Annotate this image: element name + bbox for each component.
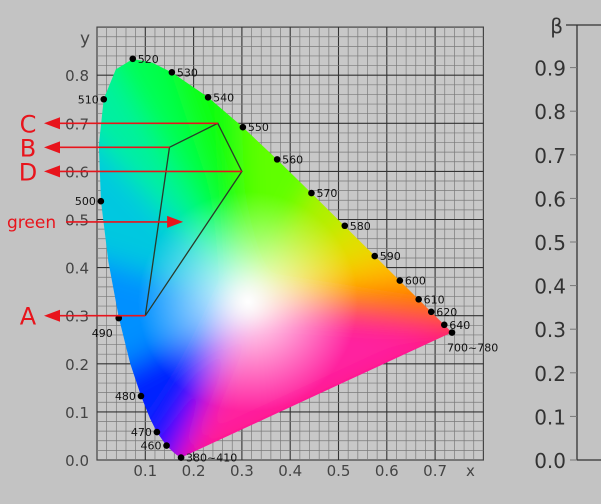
beta-tick-label: 0.0 (534, 449, 566, 473)
x-tick-label: 0.5 (327, 462, 351, 480)
x-tick-label: 0.3 (230, 462, 254, 480)
wavelength-marker (448, 329, 456, 336)
wavelength-marker (239, 123, 247, 131)
wavelength-marker (427, 308, 435, 316)
x-tick-label: 0.7 (423, 462, 447, 480)
beta-tick-label: 0.4 (534, 275, 566, 299)
arrowhead-icon (44, 117, 60, 130)
y-tick-label: 0.6 (65, 163, 89, 181)
wavelength-label: 520 (138, 53, 159, 66)
wavelength-marker (168, 69, 176, 76)
wavelength-label: 460 (141, 440, 162, 453)
wavelength-marker (308, 189, 315, 197)
wavelength-label: 540 (213, 91, 234, 104)
beta-tick-label: 0.6 (534, 187, 566, 211)
y-tick-label: 0.3 (65, 308, 89, 326)
y-tick-label: 0.5 (65, 212, 89, 230)
green-label: green (7, 213, 56, 233)
arrowhead-icon (44, 141, 60, 154)
wavelength-label: 550 (248, 121, 269, 134)
y-tick-label: 0.2 (65, 356, 89, 374)
vertex-label-B: B (20, 134, 36, 162)
wavelength-marker (273, 156, 281, 163)
beta-tick-label: 0.7 (534, 144, 566, 168)
y-tick-label: 0.1 (65, 404, 89, 422)
wavelength-marker (396, 277, 404, 284)
beta-tick-label: 0.3 (534, 318, 566, 342)
vertex-label-D: D (19, 158, 37, 186)
wavelength-marker (440, 321, 448, 329)
wavelength-marker (177, 454, 185, 461)
wavelength-label: 510 (78, 93, 99, 106)
wavelength-marker (341, 222, 349, 230)
wavelength-label: 590 (380, 250, 401, 263)
beta-tick-label: 0.8 (534, 100, 566, 124)
y-axis-label: y (80, 29, 90, 49)
x-tick-label: 0.4 (278, 462, 302, 480)
wavelength-label: 380~410 (186, 452, 237, 465)
wavelength-label: 620 (436, 306, 457, 319)
wavelength-label: 480 (115, 390, 136, 403)
wavelength-marker (204, 94, 212, 101)
y-tick-label: 0.0 (65, 452, 89, 470)
wavelength-marker (153, 428, 161, 436)
beta-tick-label: 0.9 (534, 57, 566, 81)
beta-tick-label: 0.5 (534, 231, 566, 255)
wavelength-marker (371, 252, 379, 260)
vertex-label-A: A (20, 303, 37, 331)
wavelength-label: 570 (316, 187, 337, 200)
beta-axis-label: β (550, 14, 563, 38)
x-tick-label: 0.1 (133, 462, 157, 480)
arrowhead-icon (44, 309, 60, 322)
y-tick-label: 0.8 (65, 67, 89, 85)
x-tick-label: 0.6 (375, 462, 399, 480)
y-tick-label: 0.7 (65, 115, 89, 133)
beta-tick-label: 0.2 (534, 362, 566, 386)
arrowhead-icon (44, 165, 60, 178)
wavelength-label: 640 (449, 319, 470, 332)
wavelength-marker (163, 442, 170, 449)
wavelength-label: 580 (350, 220, 371, 233)
wavelength-label: 490 (92, 327, 113, 340)
wavelength-label: 600 (405, 275, 426, 288)
wavelength-label: 500 (75, 195, 96, 208)
wavelength-label: 610 (424, 293, 445, 306)
x-axis-label: x (466, 462, 475, 480)
wavelength-marker (100, 95, 108, 103)
vertex-label-C: C (20, 110, 37, 138)
beta-axis: β 0.0 0.1 0.2 0.3 0.4 0.5 0.6 0.7 0.8 0.9 (534, 14, 601, 473)
wavelength-marker (415, 296, 422, 303)
wavelength-label: 530 (177, 66, 198, 79)
wavelength-label: 560 (282, 153, 303, 166)
arrowhead-icon (167, 215, 184, 228)
beta-tick-label: 0.1 (534, 405, 566, 429)
y-tick-label: 0.4 (65, 260, 89, 278)
wavelength-marker (129, 55, 137, 63)
wavelength-marker (97, 197, 105, 205)
wavelength-label: 470 (131, 426, 152, 439)
wavelength-marker (137, 392, 145, 400)
wavelength-label: 700~780 (447, 342, 498, 355)
x-tick-label: 0.2 (182, 462, 206, 480)
